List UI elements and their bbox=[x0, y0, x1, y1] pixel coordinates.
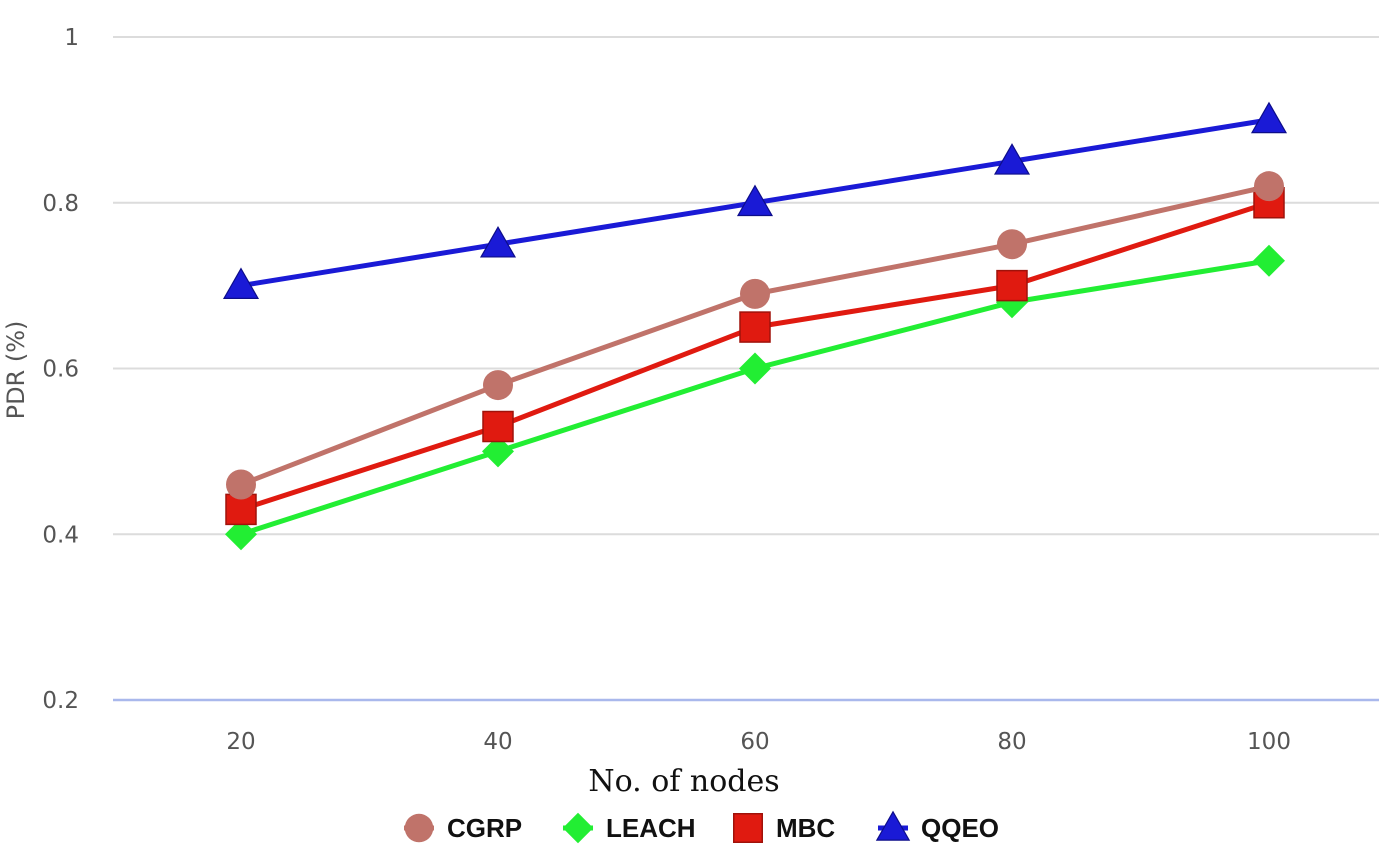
y-axis-label: PDR (%) bbox=[2, 321, 30, 420]
y-tick-label: 1 bbox=[64, 25, 79, 51]
data-point-leach bbox=[739, 352, 771, 385]
y-tick-label: 0.2 bbox=[42, 688, 79, 714]
data-point-mbc bbox=[996, 269, 1028, 302]
series-mbc bbox=[225, 187, 1285, 526]
legend-marker-mbc bbox=[733, 813, 763, 843]
y-tick-label: 0.8 bbox=[42, 191, 79, 217]
data-point-qqeo bbox=[736, 184, 774, 217]
series-layer bbox=[222, 101, 1288, 551]
legend-item-leach: LEACH bbox=[562, 812, 696, 844]
data-point-cgrp bbox=[997, 229, 1027, 260]
data-point-cgrp bbox=[740, 278, 770, 309]
y-tick-label: 0.4 bbox=[42, 522, 79, 548]
data-point-mbc bbox=[482, 410, 514, 443]
data-point-leach bbox=[1253, 244, 1285, 277]
x-tick-label: 100 bbox=[1247, 729, 1291, 755]
data-point-qqeo bbox=[479, 225, 517, 258]
x-tick-label: 40 bbox=[483, 729, 512, 755]
legend-marker-cgrp bbox=[404, 813, 434, 843]
series-leach bbox=[225, 244, 1285, 551]
legend-label-cgrp: CGRP bbox=[447, 813, 522, 843]
data-point-qqeo bbox=[993, 143, 1031, 175]
data-point-qqeo bbox=[1250, 101, 1288, 134]
data-point-leach bbox=[225, 518, 257, 551]
y-tick-label: 0.6 bbox=[42, 357, 79, 383]
y-axis-ticks: 0.2 0.4 0.6 0.8 1 bbox=[42, 25, 79, 714]
x-axis-label: No. of nodes bbox=[588, 764, 779, 799]
data-point-mbc bbox=[739, 311, 771, 343]
x-tick-label: 60 bbox=[740, 729, 769, 755]
legend-marker-leach bbox=[562, 812, 594, 844]
x-tick-label: 20 bbox=[226, 729, 255, 755]
data-point-leach bbox=[482, 435, 514, 468]
legend-marker-qqeo bbox=[875, 810, 911, 841]
legend-item-qqeo: QQEO bbox=[875, 810, 999, 843]
legend-item-mbc: MBC bbox=[733, 813, 835, 843]
x-tick-label: 80 bbox=[997, 729, 1026, 755]
data-point-cgrp bbox=[483, 370, 513, 401]
legend-label-leach: LEACH bbox=[606, 813, 696, 843]
series-cgrp bbox=[226, 171, 1284, 500]
legend-item-cgrp: CGRP bbox=[404, 813, 522, 843]
legend-label-qqeo: QQEO bbox=[921, 813, 999, 843]
legend: CGRP LEACH MBC QQEO bbox=[404, 810, 999, 844]
data-point-qqeo bbox=[222, 267, 260, 299]
data-point-cgrp bbox=[1254, 171, 1284, 202]
data-point-cgrp bbox=[226, 469, 256, 500]
series-qqeo bbox=[222, 101, 1288, 299]
legend-label-mbc: MBC bbox=[776, 813, 835, 843]
x-axis-ticks: 20 40 60 80 100 bbox=[226, 729, 1291, 755]
